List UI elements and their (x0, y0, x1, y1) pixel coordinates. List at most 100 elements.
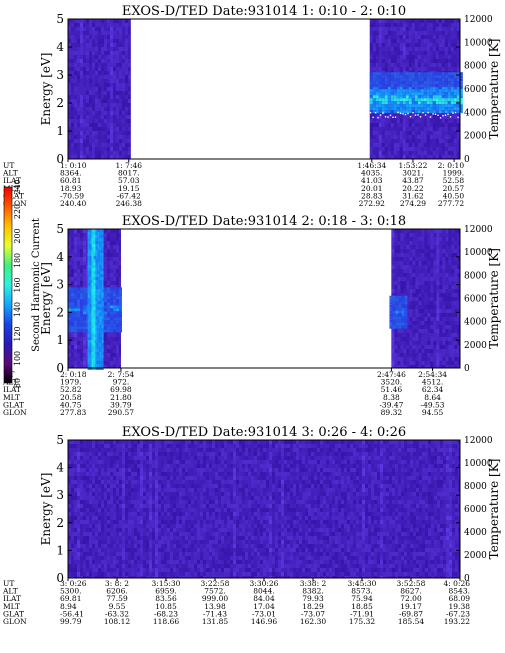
band-pixel (382, 104, 385, 107)
pixel (71, 353, 74, 357)
pixel (92, 95, 95, 99)
column-pixel (102, 352, 104, 355)
pixel (406, 353, 409, 357)
pixel (83, 349, 86, 353)
band-pixel (412, 92, 415, 95)
pixel (412, 35, 415, 39)
pixel (448, 119, 451, 123)
band-pixel (116, 293, 119, 296)
band-pixel (395, 302, 398, 305)
pixel (391, 289, 394, 293)
pixel (394, 353, 397, 357)
pixel (74, 281, 77, 285)
pixel (95, 119, 98, 123)
pixel (439, 325, 442, 329)
pixel (80, 27, 83, 31)
pixel (71, 456, 74, 460)
pixel (119, 341, 121, 345)
band-pixel (119, 287, 122, 290)
pixel (77, 59, 80, 63)
pixel (89, 468, 92, 472)
pixel (89, 83, 92, 87)
band-pixel (392, 311, 395, 314)
band-pixel (376, 95, 379, 98)
pixel (457, 119, 460, 123)
column-pixel (90, 343, 92, 346)
pixel (83, 488, 86, 492)
pixel (77, 265, 80, 269)
column-pixel (102, 256, 104, 259)
column-pixel (98, 253, 100, 256)
band-pixel (391, 78, 394, 81)
band-pixel (404, 296, 407, 299)
pixel (74, 277, 77, 281)
band-pixel (457, 104, 460, 107)
pixel (128, 79, 131, 83)
band-pixel (401, 299, 404, 302)
pixel (104, 19, 107, 23)
band-pixel (412, 78, 415, 81)
pixel (128, 55, 131, 59)
pixel (83, 87, 86, 91)
band-pixel (403, 110, 406, 113)
pixel (415, 43, 418, 47)
band-pixel (104, 299, 107, 302)
pixel (92, 508, 95, 512)
pixel (128, 31, 131, 35)
pixel (373, 47, 376, 51)
pixel (107, 79, 110, 83)
pixel (104, 79, 107, 83)
pixel (439, 333, 442, 337)
pixel (388, 35, 391, 39)
pixel (415, 273, 418, 277)
pixel (80, 540, 83, 544)
pixel (445, 353, 448, 357)
band-pixel (77, 308, 80, 311)
pixel (119, 63, 122, 67)
pixel (74, 99, 77, 103)
pixel (95, 131, 98, 135)
pixel (415, 59, 418, 63)
data-segment-1 (68, 19, 131, 159)
pixel (439, 131, 442, 135)
pixel (394, 237, 397, 241)
y-tick-label: 3 (56, 278, 64, 292)
pixel (394, 337, 397, 341)
pixel (439, 241, 442, 245)
column-pixel (100, 346, 102, 349)
pixel (424, 305, 427, 309)
band-pixel (77, 323, 80, 326)
pixel (83, 31, 86, 35)
pixel (397, 151, 400, 155)
pixel (451, 35, 454, 39)
column-pixel (94, 268, 96, 271)
pixel (74, 544, 77, 548)
column-pixel (88, 250, 90, 253)
pixel (74, 333, 77, 337)
ephemeris-value: 89.32 (381, 408, 403, 417)
band-pixel (391, 98, 394, 101)
pixel (74, 35, 77, 39)
pixel (80, 249, 83, 253)
pixel (412, 43, 415, 47)
pixel (421, 313, 424, 317)
pixel (454, 123, 457, 127)
pixel (454, 147, 457, 151)
pixel (385, 23, 388, 27)
band-pixel (388, 89, 391, 92)
band-pixel (412, 84, 415, 87)
pixel (400, 361, 403, 365)
pixel (424, 329, 427, 333)
pixel (80, 269, 83, 273)
pixel (110, 281, 113, 285)
pixel (451, 301, 454, 305)
pixel (424, 143, 427, 147)
column-pixel (96, 358, 98, 361)
pixel (445, 229, 448, 233)
pixel (101, 87, 104, 91)
band-pixel (439, 75, 442, 78)
pixel (80, 516, 83, 520)
pixel (119, 269, 121, 273)
pixel (119, 237, 121, 241)
band-pixel (401, 302, 404, 305)
